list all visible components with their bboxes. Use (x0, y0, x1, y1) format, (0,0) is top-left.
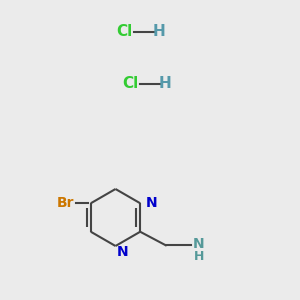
Text: N: N (117, 245, 129, 259)
Text: Cl: Cl (122, 76, 139, 92)
Text: H: H (159, 76, 171, 92)
Text: Br: Br (57, 196, 74, 210)
Text: N: N (146, 196, 157, 210)
Text: H: H (194, 250, 205, 263)
Text: Cl: Cl (116, 24, 133, 39)
Text: N: N (193, 237, 204, 251)
Text: H: H (153, 24, 165, 39)
